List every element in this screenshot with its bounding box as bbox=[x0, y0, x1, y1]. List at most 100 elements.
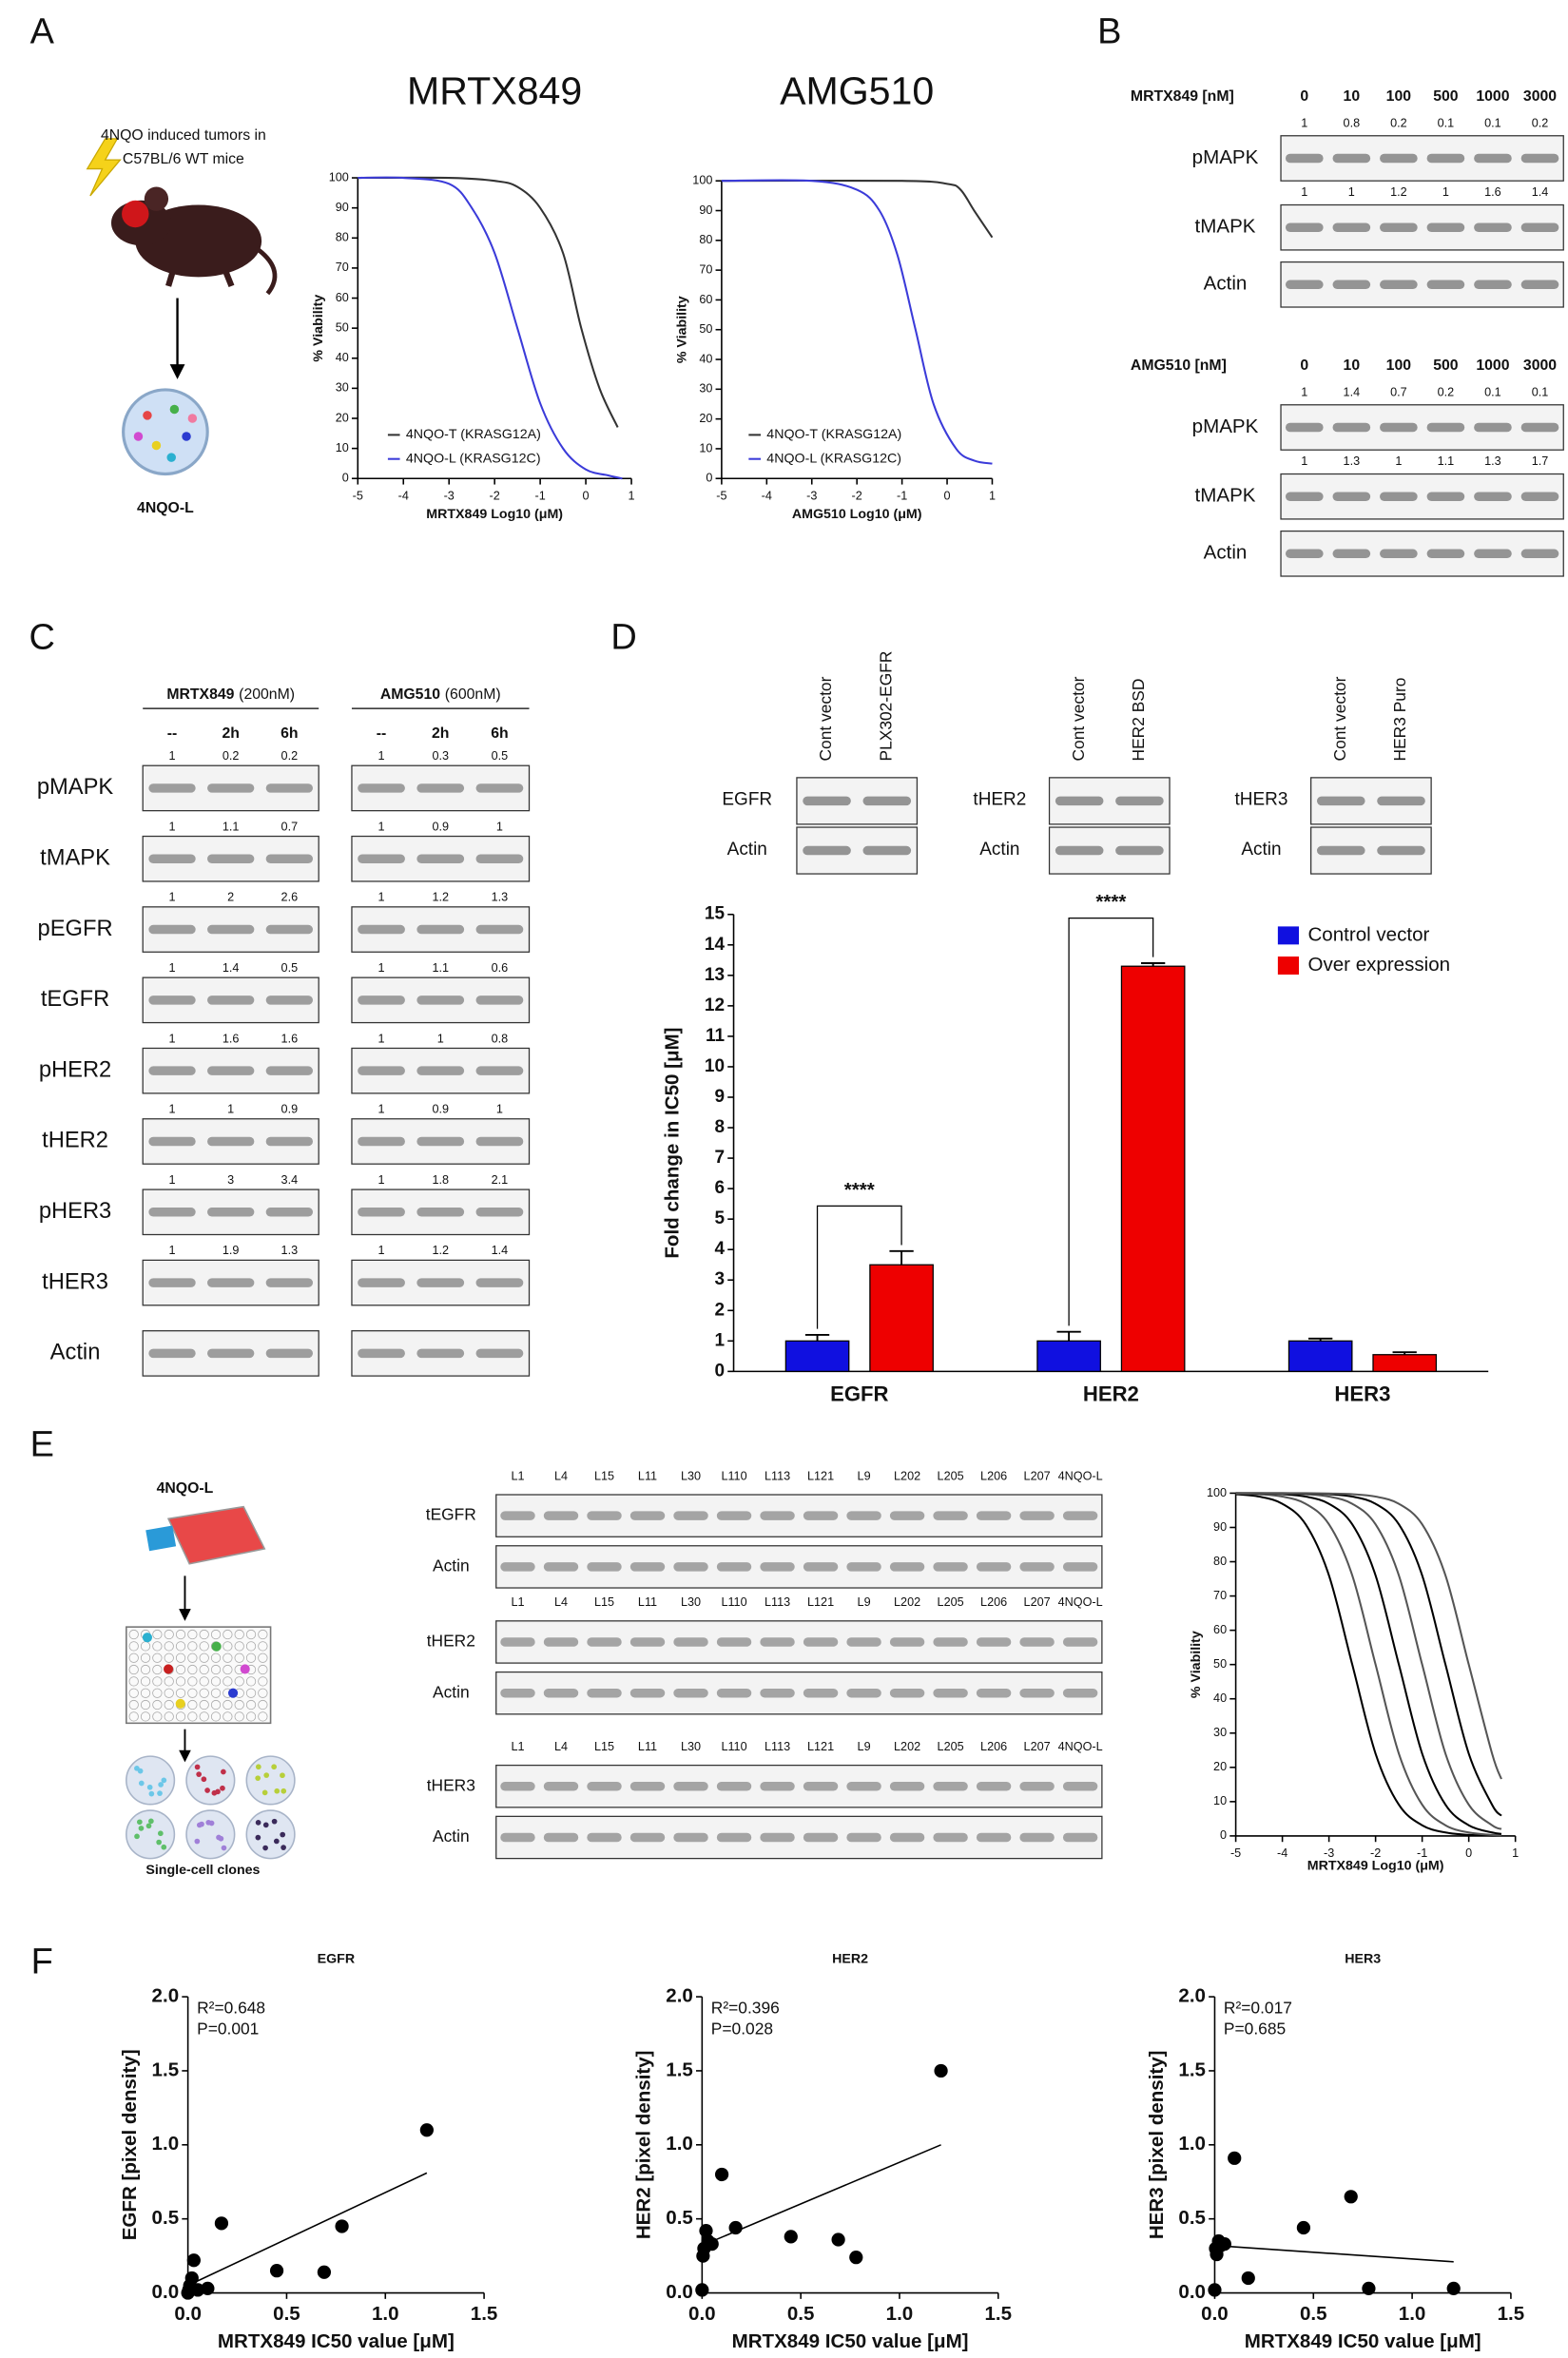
blot-box bbox=[1280, 261, 1564, 308]
blot-band bbox=[803, 1637, 839, 1647]
quant-label: 0.2 bbox=[1390, 116, 1407, 129]
x-tick-label: EGFR bbox=[830, 1382, 888, 1406]
well bbox=[258, 1641, 268, 1652]
y-tick-label: 2.0 bbox=[152, 1984, 180, 2006]
blot-band bbox=[862, 845, 912, 856]
well bbox=[187, 1641, 198, 1652]
blot-header: MRTX849 [nM] bbox=[1131, 88, 1234, 105]
blot-label: pHER2 bbox=[39, 1057, 111, 1082]
quant-label: 1 bbox=[378, 749, 385, 763]
treatment-drug: AMG510 bbox=[380, 686, 440, 703]
blot-band bbox=[358, 1278, 405, 1287]
legend-label: 4NQO-T (KRASG12A) bbox=[406, 427, 541, 442]
cell bbox=[133, 432, 144, 441]
time-label: 6h bbox=[491, 725, 508, 742]
point bbox=[728, 2220, 743, 2235]
blot-band bbox=[148, 1136, 196, 1147]
quant-label: 2.1 bbox=[492, 1173, 509, 1187]
blot-label: tHER2 bbox=[427, 1632, 475, 1651]
well bbox=[152, 1699, 163, 1711]
blot-band bbox=[416, 995, 465, 1005]
quant-label: 0.9 bbox=[432, 1103, 449, 1116]
blot-band bbox=[358, 995, 405, 1005]
well bbox=[199, 1653, 209, 1663]
error-bar bbox=[1308, 1337, 1333, 1342]
blot-band bbox=[803, 1688, 839, 1698]
well bbox=[210, 1711, 222, 1722]
dose-label: 500 bbox=[1433, 88, 1459, 105]
well bbox=[223, 1711, 233, 1722]
lane-label: L205 bbox=[938, 1469, 964, 1482]
y-tick-label: 100 bbox=[329, 170, 349, 184]
blot-label: Actin bbox=[1204, 273, 1248, 295]
clone-cell bbox=[161, 1777, 167, 1784]
mouse-tail bbox=[257, 248, 278, 296]
y-tick-label: 9 bbox=[714, 1087, 725, 1107]
blot-label: Actin bbox=[433, 1682, 470, 1701]
lane-label: 4NQO-L bbox=[1058, 1740, 1103, 1753]
y-tick-label: 5 bbox=[714, 1208, 725, 1228]
quant-label: 1 bbox=[169, 1244, 176, 1257]
blot-band bbox=[475, 1278, 524, 1287]
flask-label: 4NQO-L bbox=[157, 1480, 214, 1497]
curve bbox=[721, 179, 993, 465]
point bbox=[201, 2281, 215, 2295]
blot-band bbox=[1380, 422, 1418, 433]
blot-band bbox=[760, 1637, 795, 1647]
quant-label: 0.2 bbox=[223, 749, 240, 763]
blot-band bbox=[1115, 845, 1164, 856]
quant-label: 0.9 bbox=[432, 820, 449, 833]
well bbox=[234, 1641, 244, 1652]
x-tick-label: -2 bbox=[490, 490, 500, 503]
clone-cell bbox=[262, 1822, 269, 1828]
time-label: -- bbox=[377, 725, 387, 742]
lane-label: L9 bbox=[858, 1595, 871, 1609]
well bbox=[223, 1676, 233, 1687]
y-tick-label: 30 bbox=[699, 382, 712, 396]
quant-label: 0.5 bbox=[281, 961, 299, 975]
blot-band bbox=[1520, 222, 1559, 232]
blot-box bbox=[1280, 530, 1564, 577]
quant-label: 1 bbox=[169, 1032, 176, 1045]
blot-band bbox=[500, 1562, 535, 1572]
blot-band bbox=[1285, 222, 1324, 232]
blot-band bbox=[673, 1562, 708, 1572]
clone-cell bbox=[138, 1780, 145, 1787]
well bbox=[164, 1711, 174, 1722]
clone-caption: Single-cell clones bbox=[145, 1863, 260, 1878]
blot-band bbox=[148, 1066, 196, 1075]
blot-label: pEGFR bbox=[38, 917, 113, 941]
lane-label: L206 bbox=[980, 1740, 1007, 1753]
well bbox=[234, 1653, 244, 1663]
blot-band bbox=[416, 1208, 465, 1217]
well bbox=[210, 1676, 222, 1687]
lane-label: L113 bbox=[765, 1469, 790, 1482]
blot-header: AMG510 [nM] bbox=[1131, 358, 1227, 374]
blot-band bbox=[543, 1562, 579, 1572]
fit-line bbox=[702, 2144, 941, 2247]
lane-label: L4 bbox=[554, 1740, 568, 1753]
blot-band bbox=[933, 1781, 968, 1791]
blot-band bbox=[716, 1781, 752, 1791]
x-tick-label: -3 bbox=[806, 490, 817, 503]
blot-band bbox=[1474, 153, 1512, 164]
flask-cap bbox=[145, 1525, 177, 1552]
cell bbox=[182, 432, 191, 441]
blot-band bbox=[760, 1562, 795, 1572]
quant-label: 1 bbox=[169, 1103, 176, 1116]
blot-band bbox=[1055, 845, 1104, 856]
blot-label: tHER3 bbox=[427, 1775, 475, 1794]
blot-band bbox=[1520, 153, 1559, 164]
blot-band bbox=[207, 1278, 255, 1287]
blot-band bbox=[1316, 845, 1365, 856]
blot-band bbox=[207, 1348, 255, 1359]
legend-label: 4NQO-T (KRASG12A) bbox=[766, 427, 901, 442]
x-tick-label: -4 bbox=[398, 490, 409, 503]
significance-label: **** bbox=[844, 1179, 875, 1201]
clone-cell bbox=[271, 1818, 278, 1825]
well bbox=[175, 1711, 186, 1722]
blot-band bbox=[358, 924, 405, 935]
well bbox=[140, 1676, 151, 1687]
y-tick-label: 0.0 bbox=[666, 2281, 693, 2303]
y-tick-label: 1 bbox=[714, 1330, 725, 1350]
